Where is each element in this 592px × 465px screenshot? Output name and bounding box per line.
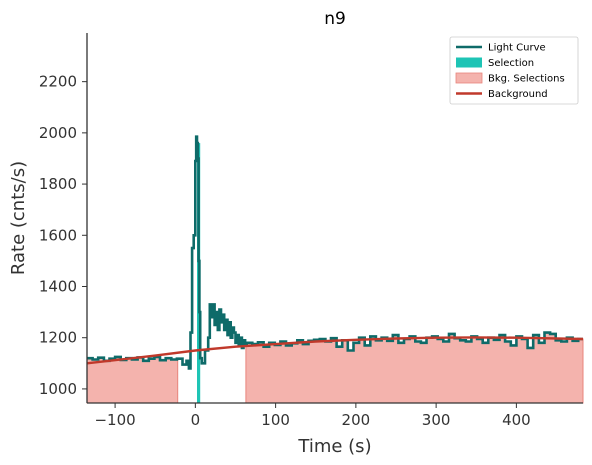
- x-tick-label: 200: [342, 411, 371, 429]
- chart-title: n9: [324, 9, 346, 29]
- legend-swatch: [456, 57, 482, 68]
- y-tick-label: 2000: [39, 124, 77, 142]
- y-tick-label: 1600: [39, 226, 77, 244]
- x-axis-title: Time (s): [297, 436, 371, 457]
- x-tick-label: 300: [422, 411, 451, 429]
- plot-area: [86, 135, 584, 404]
- y-tick-label: 2200: [39, 73, 77, 91]
- legend-label: Background: [488, 89, 548, 100]
- y-tick-label: 1800: [39, 175, 77, 193]
- bkg-selection-region-0: [86, 356, 179, 404]
- x-tick-label: 400: [502, 411, 531, 429]
- legend-label: Light Curve: [488, 43, 546, 54]
- background-line: [86, 336, 584, 365]
- x-tick-label: 0: [191, 411, 201, 429]
- light-curve-layer: [87, 135, 583, 370]
- x-tick-label: −100: [94, 411, 135, 429]
- legend-frame: [449, 36, 579, 105]
- y-axis-title: Rate (cnts/s): [8, 161, 29, 275]
- y-tick-label: 1000: [39, 380, 77, 398]
- legend: Light Curve Selection Bkg. Selections Backg…: [449, 36, 579, 105]
- background-layer: [86, 336, 584, 365]
- y-tick-label: 1200: [39, 329, 77, 347]
- legend-label: Selection: [488, 58, 534, 69]
- legend-label: Bkg. Selections: [488, 74, 565, 85]
- light-curve-line: [87, 135, 583, 370]
- x-tick-label: 100: [261, 411, 290, 429]
- legend-swatch: [455, 72, 483, 84]
- bkg-selection-layer: [86, 332, 584, 404]
- x-ticks: −100 0 100 200 300 400: [94, 403, 531, 429]
- y-tick-label: 1400: [39, 277, 77, 295]
- y-ticks: 1000 1200 1400 1600 1800 2000 2200: [39, 73, 87, 398]
